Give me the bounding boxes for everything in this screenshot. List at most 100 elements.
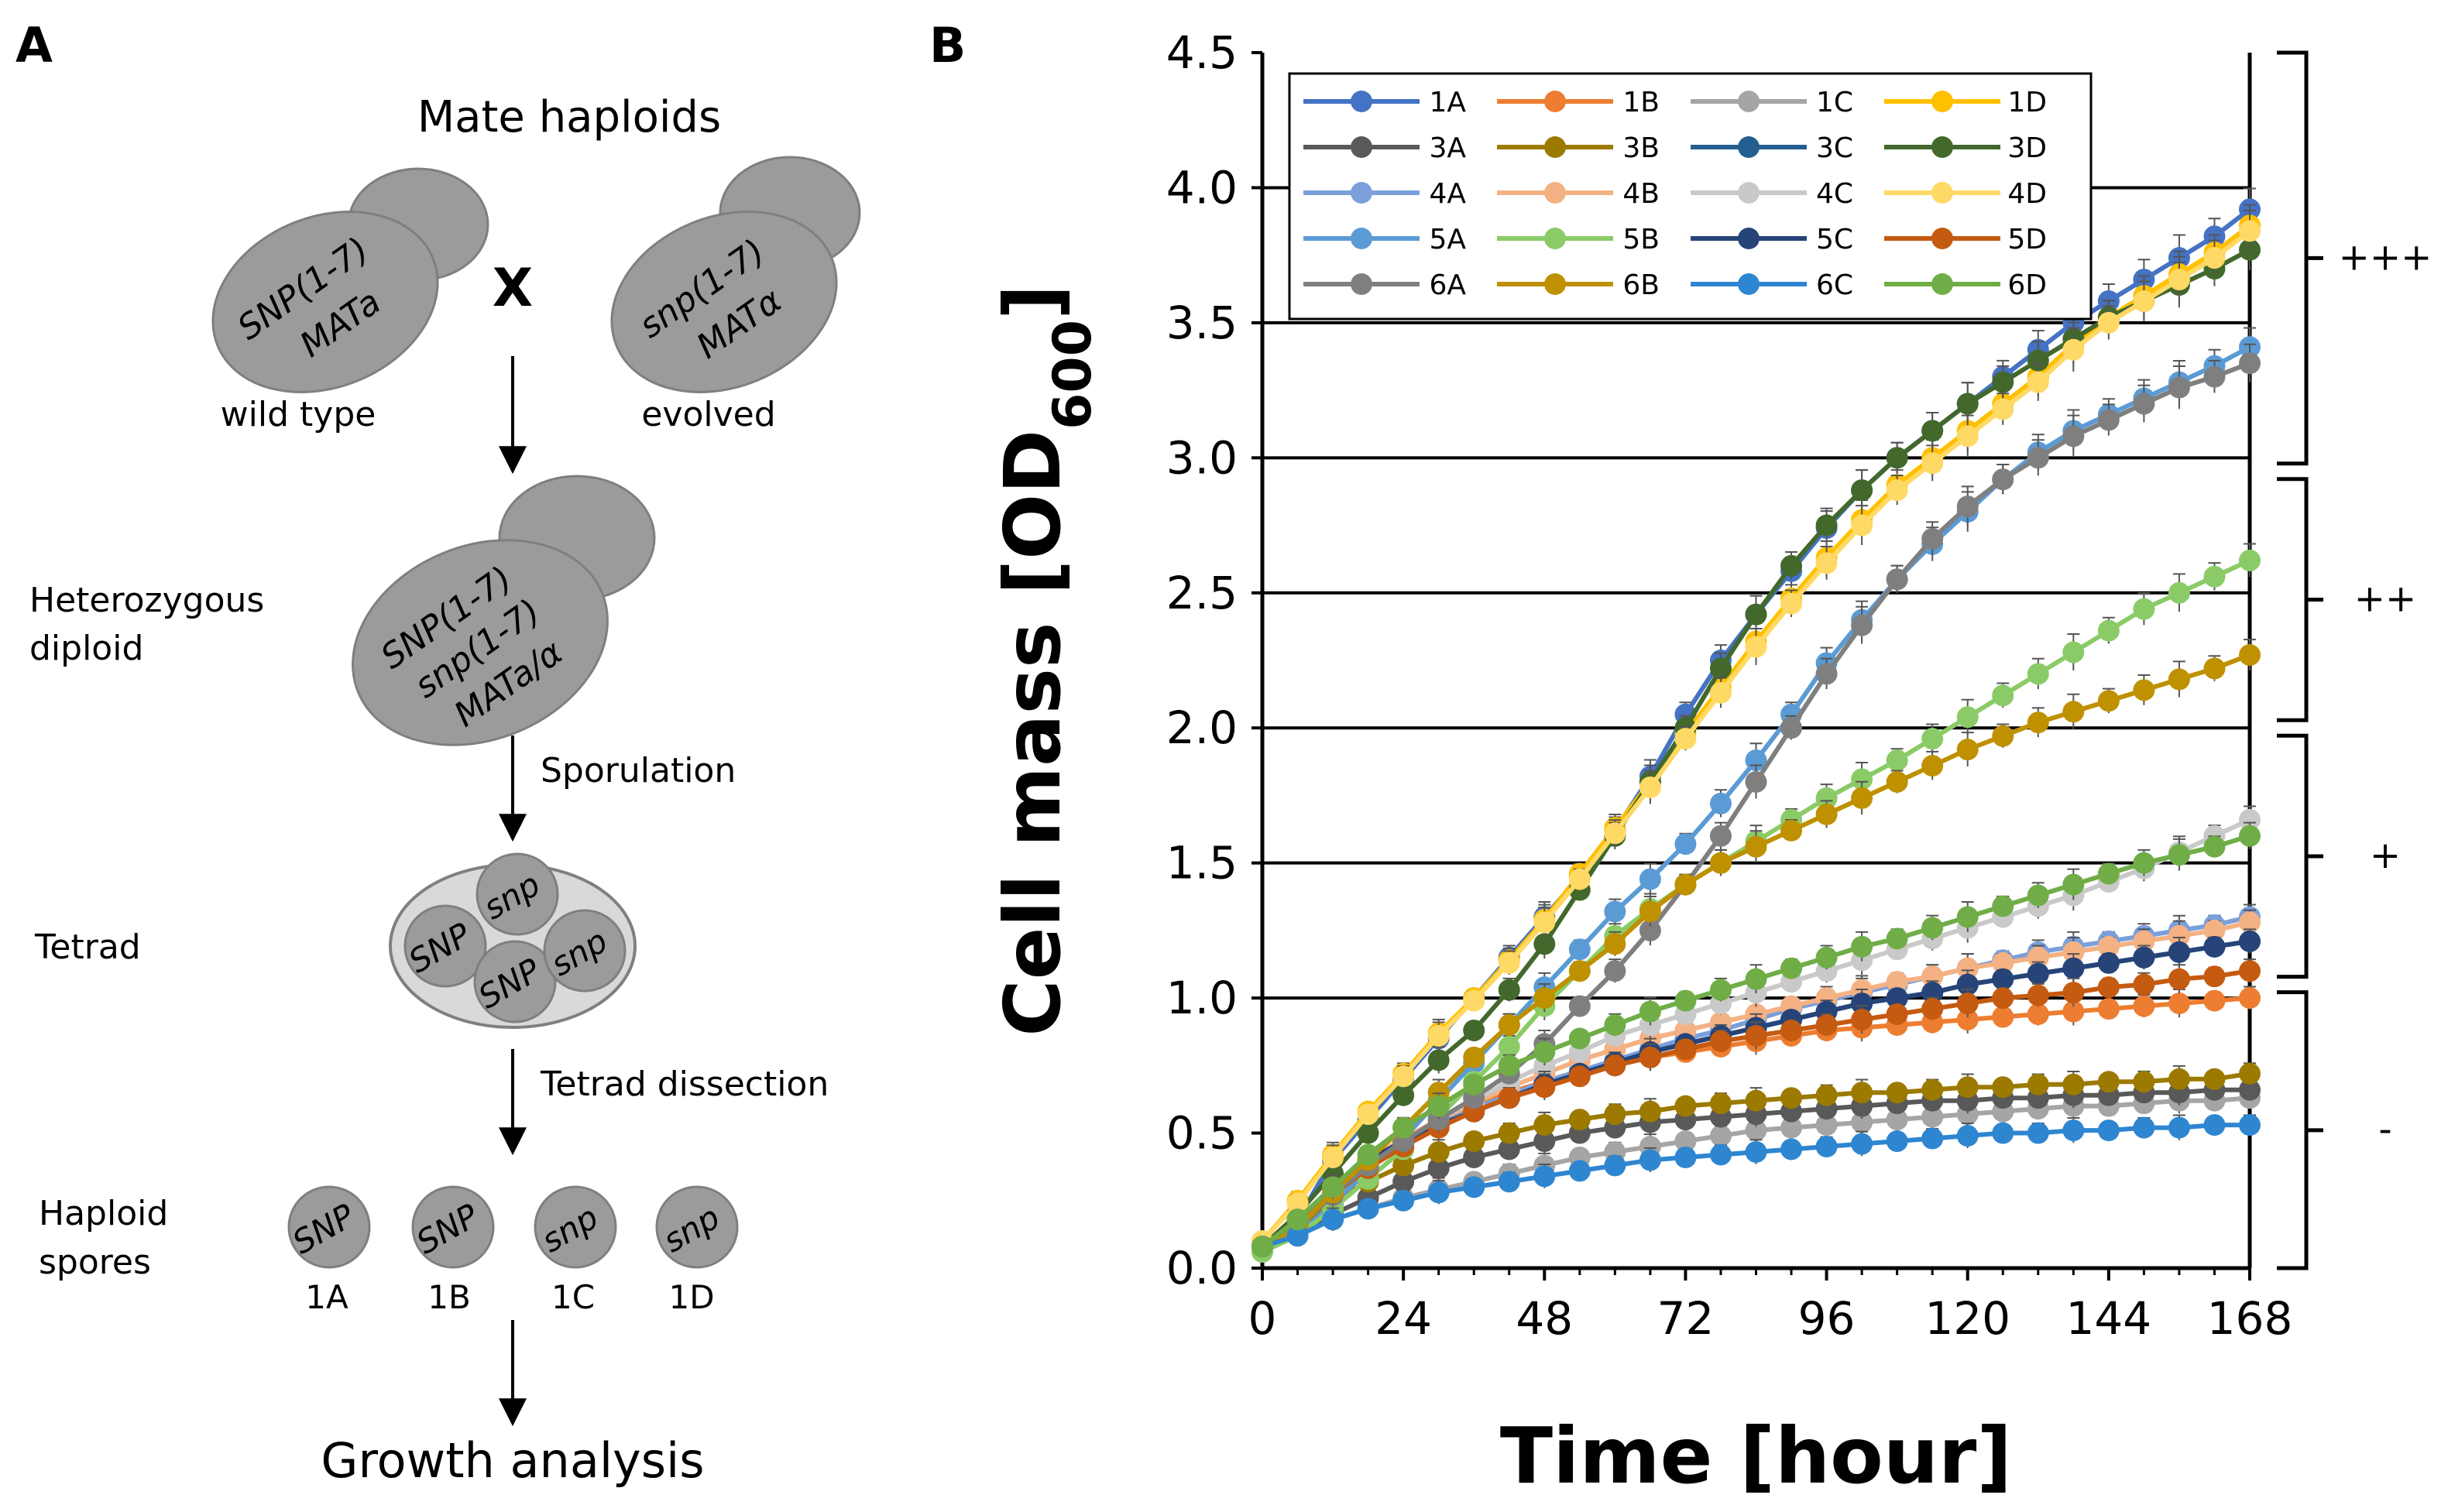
data-point-4D — [1780, 592, 1803, 615]
tetrad-ascus: snp SNP SNP snp — [389, 852, 637, 1029]
legend-label: 3C — [1816, 132, 1853, 164]
legend-swatch-marker — [1931, 182, 1953, 204]
data-point-3D — [1709, 657, 1732, 680]
data-point-5D — [1956, 993, 1979, 1015]
data-point-6D — [1886, 927, 1908, 950]
data-point-4D — [1956, 425, 1979, 447]
data-point-5A — [1639, 868, 1661, 890]
sporulation-label: Sporulation — [541, 751, 736, 790]
data-point-1B — [2027, 1003, 2049, 1026]
legend-label: 4D — [2007, 178, 2047, 210]
diploid-cell: SNP(1-7) snp(1-7) MATa/α — [352, 475, 656, 746]
legend-entry-6D: 6D — [1884, 269, 2047, 301]
data-point-5D — [1851, 1009, 1873, 1031]
series-6B — [1251, 639, 2261, 1258]
data-point-6A — [2203, 365, 2226, 388]
y-tick-label: 3.0 — [1166, 431, 1238, 484]
data-point-6B — [2133, 679, 2155, 701]
data-point-6C — [2097, 1119, 2120, 1142]
data-point-1B — [2133, 995, 2155, 1017]
data-point-4D — [1533, 911, 1556, 934]
panel-a-letter: A — [15, 17, 53, 74]
data-point-6B — [2239, 644, 2261, 667]
y-tick-label: 4.0 — [1166, 161, 1238, 214]
data-point-1B — [1956, 1009, 1979, 1031]
data-point-3D — [1463, 1019, 1485, 1041]
legend-swatch-marker — [1931, 136, 1953, 158]
legend-swatch-marker — [1738, 182, 1760, 204]
data-point-3D — [1780, 554, 1803, 577]
data-point-4D — [1463, 989, 1485, 1012]
data-point-3B — [1780, 1087, 1803, 1109]
data-point-6B — [1921, 755, 1944, 777]
data-point-6D — [1568, 1027, 1591, 1050]
data-point-6A — [2133, 393, 2155, 415]
data-point-5D — [1498, 1087, 1520, 1109]
data-point-5D — [2062, 982, 2085, 1004]
data-point-6C — [2133, 1116, 2155, 1139]
data-point-4D — [2133, 290, 2155, 312]
data-point-6D — [1956, 906, 1979, 928]
legend-label: 6A — [1429, 269, 1466, 301]
data-point-6C — [1463, 1176, 1485, 1198]
group-bracket-1: +++ — [2277, 50, 2432, 466]
legend-swatch-marker — [1544, 136, 1566, 158]
data-point-6C — [1709, 1143, 1732, 1166]
data-point-5C — [2168, 941, 2190, 963]
data-point-5D — [1921, 998, 1944, 1020]
spore-1c-id: 1C — [551, 1278, 595, 1316]
data-point-6D — [2062, 873, 2085, 896]
legend-swatch-marker — [1351, 228, 1372, 249]
legend-label: 6C — [1816, 269, 1853, 301]
data-point-1B — [2062, 1000, 2085, 1023]
data-point-3D — [1533, 933, 1556, 955]
data-point-4D — [2062, 338, 2085, 361]
data-point-4D — [1286, 1192, 1309, 1215]
y-tick-label: 3.5 — [1166, 297, 1238, 349]
group-bracket-shape — [2277, 733, 2323, 979]
legend-swatch-marker — [1351, 182, 1372, 204]
legend-label: 5A — [1429, 224, 1466, 255]
data-point-5B — [1956, 706, 1979, 729]
data-point-3D — [1815, 514, 1838, 537]
x-tick-label: 0 — [1248, 1292, 1277, 1345]
data-point-5A — [1709, 792, 1732, 814]
data-point-6B — [1745, 835, 1767, 858]
data-point-3B — [2027, 1073, 2049, 1095]
legend-entry-4B: 4B — [1497, 178, 1660, 210]
data-point-6A — [1745, 771, 1767, 793]
data-point-6C — [1498, 1171, 1520, 1193]
data-point-6D — [1427, 1095, 1450, 1117]
data-point-4D — [2203, 247, 2226, 269]
series-6D — [1251, 821, 2261, 1258]
data-point-4D — [1392, 1065, 1415, 1088]
panel-a: A Mate haploids SNP(1-7) MATa wild type … — [15, 17, 861, 1489]
legend-swatch-marker — [1544, 273, 1566, 295]
legend-swatch-marker — [1738, 228, 1760, 249]
data-point-4B — [2097, 935, 2120, 958]
panel-b: B 0.0 0.5 1.0 1.5 2.0 2.5 3.0 3.5 4.0 4.5 0 24 48 72 9… — [929, 17, 2432, 1501]
series-3B — [1251, 1062, 2261, 1258]
data-point-1C — [1745, 1119, 1767, 1142]
data-point-1B — [2097, 998, 2120, 1020]
data-point-3D — [1886, 447, 1908, 469]
legend-label: 1C — [1816, 87, 1853, 118]
data-point-3D — [1357, 1122, 1379, 1144]
data-point-5B — [2239, 549, 2261, 571]
data-point-4D — [1674, 728, 1697, 750]
y-tick-label: 4.5 — [1166, 26, 1238, 79]
data-point-6A — [2062, 425, 2085, 447]
data-point-3B — [2239, 1062, 2261, 1085]
group-label: + — [2370, 834, 2401, 877]
evolved-cell: snp(1-7) MATα — [610, 156, 861, 393]
group-bracket-2: ++ — [2277, 477, 2416, 722]
data-point-6B — [1851, 787, 1873, 809]
data-point-6C — [2027, 1122, 2049, 1144]
data-point-1C — [1709, 1125, 1732, 1147]
data-point-1B — [2239, 987, 2261, 1010]
legend-label: 1B — [1622, 87, 1660, 118]
legend-label: 6B — [1622, 269, 1660, 301]
data-point-4B — [1886, 971, 1908, 993]
data-point-5C — [2027, 962, 2049, 985]
group-bracket-3: + — [2277, 733, 2401, 979]
